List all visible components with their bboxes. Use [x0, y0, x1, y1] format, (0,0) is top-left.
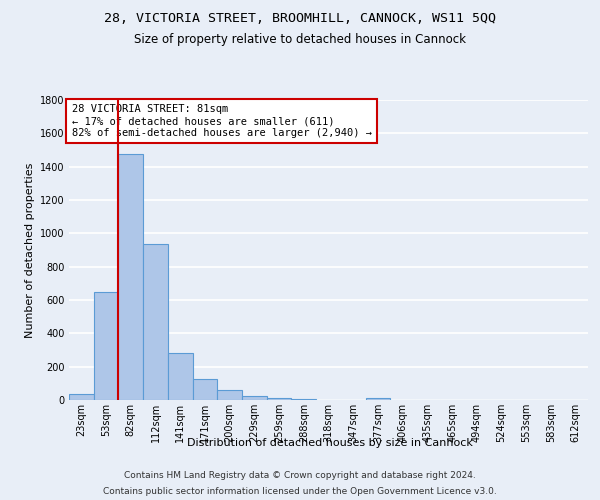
Text: Distribution of detached houses by size in Cannock: Distribution of detached houses by size … — [187, 438, 473, 448]
Bar — [94, 292, 118, 400]
Bar — [118, 154, 143, 400]
Text: 28, VICTORIA STREET, BROOMHILL, CANNOCK, WS11 5QQ: 28, VICTORIA STREET, BROOMHILL, CANNOCK,… — [104, 12, 496, 26]
Bar — [217, 390, 242, 400]
Bar — [365, 398, 390, 400]
Text: 28 VICTORIA STREET: 81sqm
← 17% of detached houses are smaller (611)
82% of semi: 28 VICTORIA STREET: 81sqm ← 17% of detac… — [71, 104, 371, 138]
Bar — [292, 399, 316, 400]
Text: Contains HM Land Registry data © Crown copyright and database right 2024.: Contains HM Land Registry data © Crown c… — [124, 472, 476, 480]
Bar — [267, 398, 292, 400]
Bar — [242, 396, 267, 400]
Text: Size of property relative to detached houses in Cannock: Size of property relative to detached ho… — [134, 32, 466, 46]
Bar — [193, 378, 217, 400]
Bar — [168, 352, 193, 400]
Y-axis label: Number of detached properties: Number of detached properties — [25, 162, 35, 338]
Text: Contains public sector information licensed under the Open Government Licence v3: Contains public sector information licen… — [103, 486, 497, 496]
Bar — [143, 244, 168, 400]
Bar — [69, 394, 94, 400]
